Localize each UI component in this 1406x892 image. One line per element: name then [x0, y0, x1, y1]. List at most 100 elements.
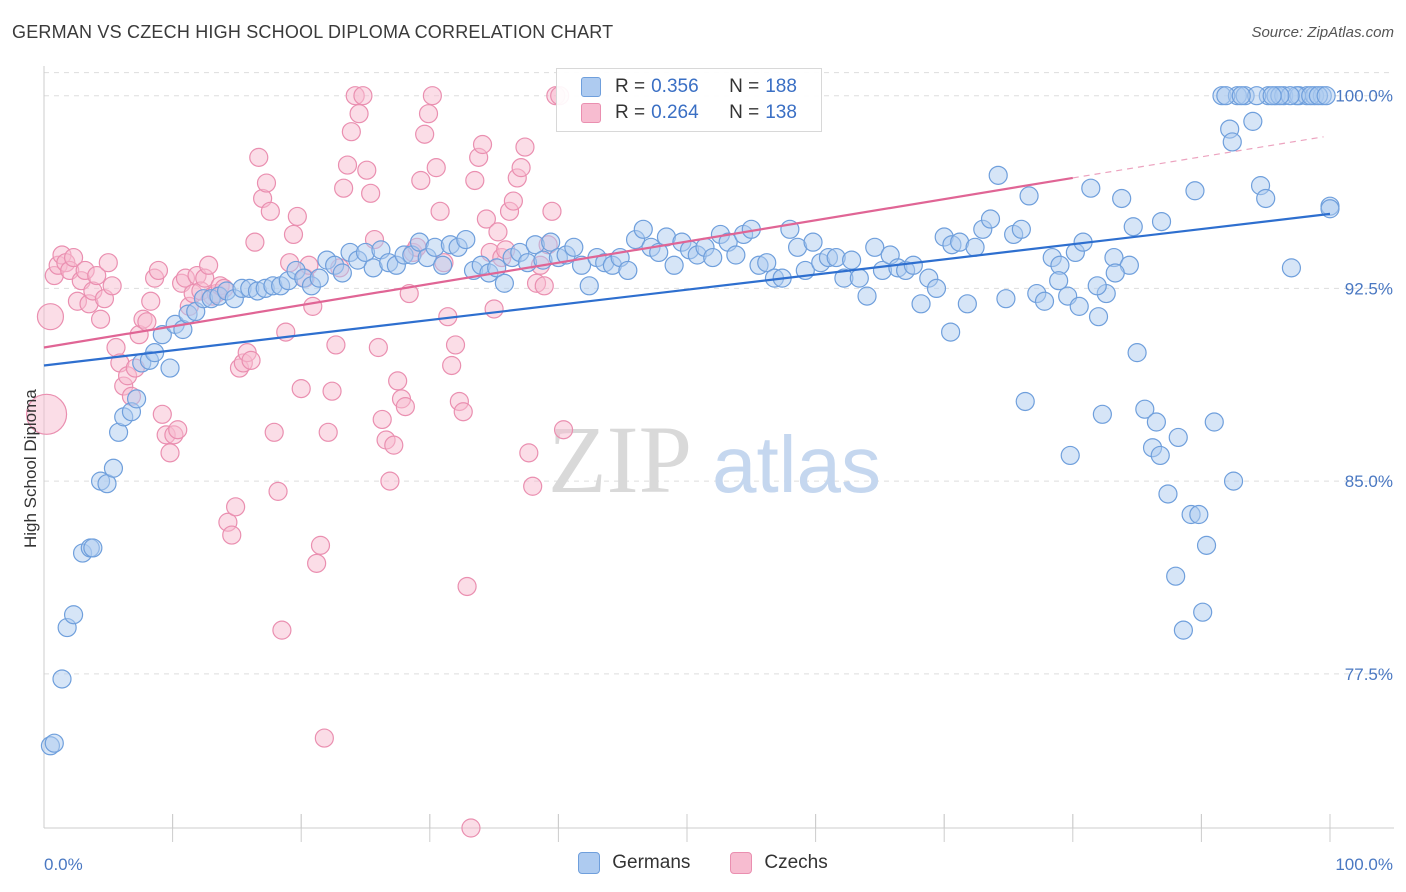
- czech-point: [553, 420, 574, 440]
- legend-r-label: R =: [615, 102, 646, 123]
- german-point: [541, 232, 561, 252]
- german-point: [1112, 188, 1132, 209]
- german-point: [1223, 471, 1244, 491]
- czech-point: [249, 147, 269, 167]
- czech-point: [415, 124, 435, 144]
- czech-point: [102, 276, 122, 296]
- czech-point: [322, 381, 342, 401]
- czech-point: [160, 443, 180, 463]
- german-point: [579, 276, 599, 296]
- czech-point: [63, 247, 84, 268]
- german-point: [865, 237, 885, 257]
- german-point: [1158, 484, 1178, 504]
- czech-point: [152, 404, 172, 424]
- german-trend-line: [43, 212, 1331, 367]
- legend-swatch-germans: [581, 77, 601, 97]
- czech-point: [426, 158, 446, 178]
- czech-point: [222, 525, 242, 545]
- y-axis-label: High School Diploma: [21, 389, 40, 548]
- german-point: [494, 273, 514, 293]
- czech-point: [519, 443, 539, 463]
- y-tick-label: 85.0%: [1345, 472, 1393, 491]
- czech-point: [515, 137, 535, 157]
- german-point: [63, 605, 84, 625]
- czech-point: [318, 422, 338, 442]
- german-point: [849, 268, 869, 288]
- german-point: [309, 268, 329, 288]
- y-tick-label: 92.5%: [1345, 279, 1393, 298]
- czech-point: [445, 335, 466, 355]
- czech-point: [283, 224, 304, 245]
- german-point: [1087, 276, 1107, 296]
- bottom-swatch-germans: [578, 852, 601, 874]
- german-point: [1088, 307, 1109, 327]
- german-point: [996, 289, 1016, 309]
- czech-point: [98, 253, 118, 273]
- legend-n-value-germans: 188: [765, 76, 797, 97]
- czech-point: [87, 265, 107, 286]
- german-point: [1243, 111, 1263, 131]
- german-point: [1316, 86, 1336, 106]
- german-point: [1166, 566, 1186, 586]
- german-point: [842, 250, 862, 270]
- czech-point: [264, 422, 284, 442]
- czech-point: [534, 276, 554, 296]
- source-label: Source: ZipAtlas.com: [1251, 24, 1394, 41]
- german-point: [857, 286, 877, 306]
- german-point: [1015, 391, 1035, 412]
- german-point: [726, 245, 746, 265]
- bottom-legend-label-czechs: Czechs: [764, 852, 828, 873]
- german-point: [1060, 445, 1080, 466]
- czech-point: [418, 104, 439, 124]
- german-point: [1069, 296, 1089, 316]
- german-point: [941, 322, 961, 342]
- czech-point: [90, 309, 111, 329]
- bottom-legend-germans[interactable]: Germans: [578, 852, 690, 874]
- czech-point: [442, 355, 462, 376]
- czech-point: [511, 158, 531, 178]
- german-point: [332, 263, 352, 283]
- legend-r-value-germans: 0.356: [651, 76, 699, 97]
- czech-point: [287, 206, 307, 227]
- czech-point: [372, 409, 392, 430]
- bottom-legend: Germans Czechs: [0, 852, 1406, 874]
- czech-point: [476, 209, 496, 229]
- german-point: [1105, 263, 1125, 283]
- bottom-legend-czechs[interactable]: Czechs: [730, 852, 828, 874]
- german-point: [44, 733, 64, 753]
- german-point: [1281, 258, 1302, 278]
- czech-point: [461, 818, 481, 838]
- czech-point: [357, 160, 377, 180]
- czech-point: [334, 178, 354, 198]
- german-point: [1168, 427, 1188, 448]
- czech-point: [384, 435, 404, 455]
- watermark-zip: ZIP: [548, 406, 692, 513]
- czech-point: [457, 576, 477, 597]
- czech-points: [25, 86, 574, 838]
- czech-point: [368, 337, 388, 358]
- czech-point: [291, 379, 311, 399]
- german-point: [1193, 602, 1213, 622]
- german-point: [1231, 86, 1251, 106]
- german-point: [926, 278, 947, 299]
- german-point: [1146, 412, 1166, 432]
- german-point: [1092, 404, 1112, 424]
- german-point: [1049, 271, 1069, 291]
- czech-point: [303, 296, 323, 316]
- legend-r-value-czechs: 0.264: [651, 102, 699, 123]
- legend-n-value-czechs: 138: [765, 102, 797, 123]
- czech-trend-extension: [1072, 136, 1324, 179]
- czech-point: [148, 260, 169, 281]
- german-point: [433, 255, 453, 275]
- czech-point: [388, 371, 408, 391]
- czech-point: [523, 476, 543, 496]
- german-point: [1185, 181, 1205, 201]
- german-point: [1196, 535, 1217, 555]
- german-point: [1189, 504, 1209, 525]
- czech-point: [326, 335, 346, 355]
- czech-point: [314, 728, 334, 748]
- german-point: [456, 229, 476, 250]
- german-point: [126, 389, 147, 409]
- german-point: [903, 255, 923, 275]
- axes: [43, 66, 1394, 842]
